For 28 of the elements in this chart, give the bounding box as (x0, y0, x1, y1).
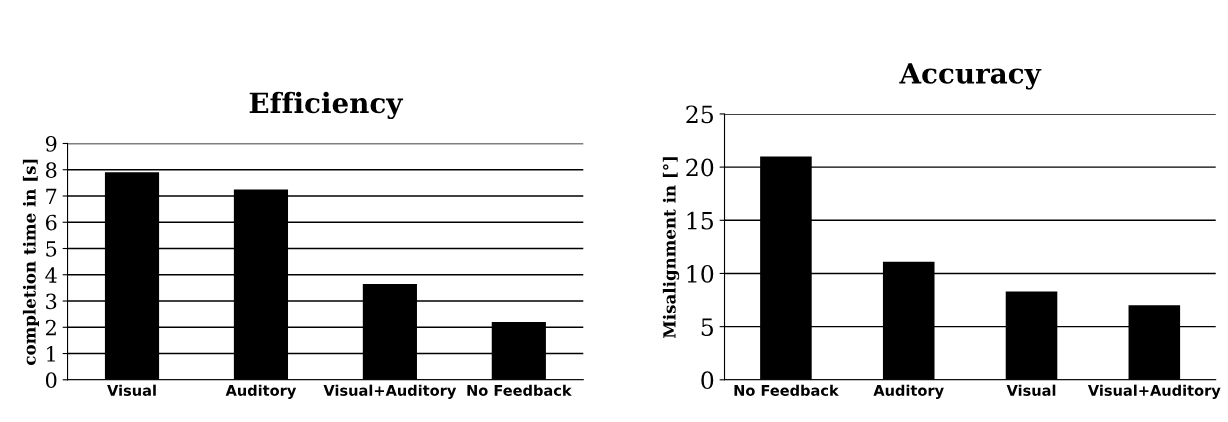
y-tick-label: 15 (687, 211, 713, 230)
y-tick-label: 3 (46, 293, 57, 310)
y-tick-label: 9 (45, 135, 57, 152)
y-tick-label: 5 (701, 318, 713, 336)
x-tick-label: Auditory (873, 384, 944, 399)
y-tick-label: 5 (46, 241, 57, 257)
x-tick-label: Visual (1006, 384, 1056, 396)
chart-title: Efficiency (249, 91, 404, 120)
x-tick-label: No Feedback (467, 384, 572, 396)
y-tick-label: 1 (47, 346, 55, 362)
y-tick-label: 6 (45, 214, 57, 231)
y-axis-title: Misalignment in [°] (662, 157, 680, 338)
chart-title: Accuracy (899, 63, 1042, 90)
y-tick-label: 7 (46, 188, 57, 204)
y-tick-label: 8 (45, 162, 57, 178)
y-tick-label: 0 (701, 371, 714, 390)
y-tick-label: 4 (45, 267, 57, 283)
x-tick-label: No Feedback (734, 384, 839, 396)
y-tick-label: 20 (686, 158, 714, 177)
y-tick-label: 10 (687, 264, 714, 283)
y-tick-label: 0 (45, 372, 57, 389)
x-tick-label: Visual+Auditory (323, 384, 457, 399)
x-tick-label: Visual (107, 384, 156, 396)
x-tick-label: Auditory (225, 384, 297, 399)
y-axis-title: completion time in [s] (22, 159, 40, 365)
y-tick-label: 2 (45, 319, 56, 336)
x-tick-label: Visual+Auditory (1087, 384, 1221, 399)
y-tick-label: 25 (686, 105, 713, 124)
